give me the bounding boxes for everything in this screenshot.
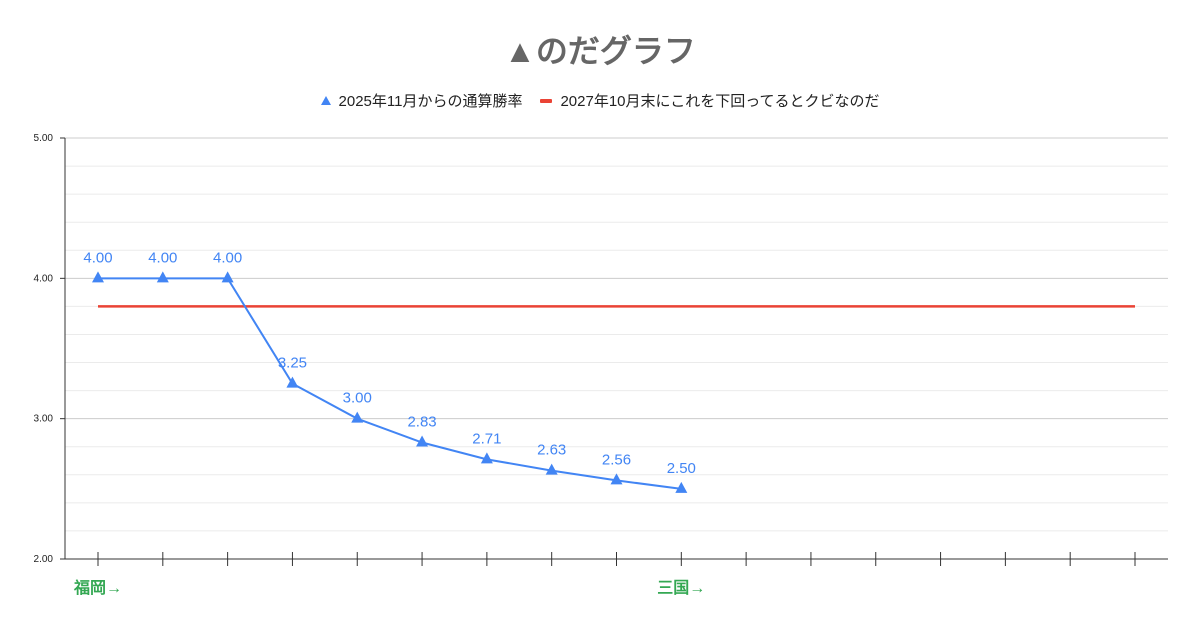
data-point-triangle	[416, 435, 429, 447]
data-label: 3.00	[343, 390, 372, 407]
y-tick-label: 2.00	[34, 554, 54, 565]
data-point-triangle	[675, 481, 688, 493]
y-tick-label: 4.00	[34, 273, 54, 284]
data-label: 4.00	[83, 249, 112, 266]
x-tick-label: 福岡→	[73, 578, 122, 597]
data-label: 2.63	[537, 442, 566, 459]
x-tick-label: 三国→	[657, 579, 705, 597]
legend-item-threshold[interactable]: 2027年10月末にこれを下回ってるとクビなのだ	[540, 90, 879, 111]
data-point-triangle	[286, 376, 299, 388]
data-point-triangle	[156, 271, 169, 283]
data-label: 2.50	[667, 460, 696, 477]
data-point-triangle	[351, 411, 364, 423]
data-label: 4.00	[148, 249, 177, 266]
data-point-triangle	[92, 271, 104, 283]
data-label: 2.71	[472, 430, 501, 447]
line-marker-icon	[540, 98, 553, 103]
legend-label: 2025年11月からの通算勝率	[338, 93, 523, 110]
legend-label: 2027年10月末にこれを下回ってるとクビなのだ	[560, 93, 880, 110]
data-label: 4.00	[213, 249, 242, 266]
legend-item-winrate[interactable]: 2025年11月からの通算勝率	[320, 90, 523, 111]
data-label: 3.25	[278, 355, 307, 372]
data-point-triangle	[610, 473, 623, 485]
legend: 2025年11月からの通算勝率 2027年10月末にこれを下回ってるとクビなのだ	[0, 90, 1200, 111]
data-label: 2.83	[407, 414, 436, 431]
data-label: 2.56	[602, 451, 631, 468]
data-point-triangle	[545, 463, 558, 475]
data-point-triangle	[221, 271, 234, 283]
triangle-marker-icon	[320, 96, 331, 105]
data-point-triangle	[480, 452, 493, 464]
y-tick-label: 5.00	[34, 133, 54, 144]
winrate-line	[98, 277, 682, 490]
y-tick-label: 3.00	[34, 414, 54, 425]
chart-title: ▲のだグラフ	[504, 33, 696, 69]
